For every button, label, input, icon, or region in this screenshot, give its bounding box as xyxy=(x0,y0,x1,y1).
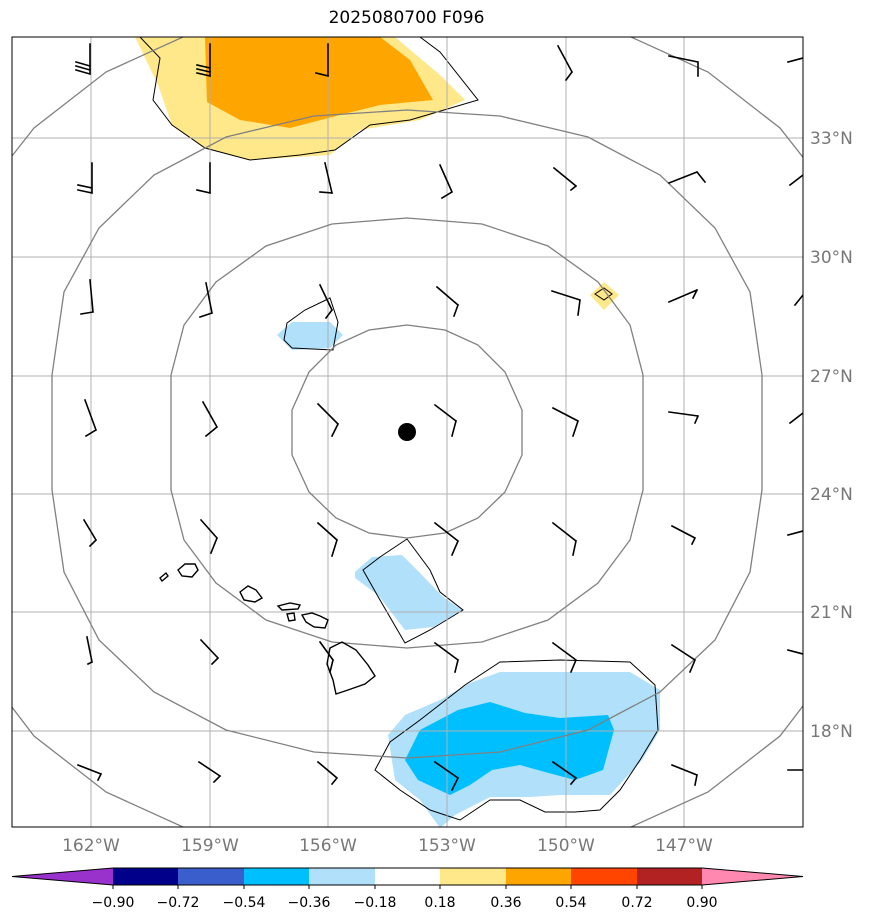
map-area xyxy=(12,37,803,827)
lon-label: 153°W xyxy=(418,836,476,856)
colorbar-tick-label: −0.72 xyxy=(157,895,200,911)
latitude-labels: 33°N 30°N 27°N 24°N 21°N 18°N xyxy=(810,129,853,742)
map-title: 2025080700 F096 xyxy=(328,8,485,28)
colorbar-swatch xyxy=(571,868,637,885)
colorbar-tick-label: −0.54 xyxy=(223,895,266,911)
island-oahu xyxy=(239,585,264,603)
colorbar: −0.90 −0.72 −0.54 −0.36 −0.18 0.18 0.36 0.54 0.7… xyxy=(11,867,804,911)
colorbar-swatch xyxy=(702,868,803,885)
colorbar-tick-label: −0.18 xyxy=(354,895,397,911)
colorbar-swatch xyxy=(309,868,375,885)
storm-center-marker xyxy=(398,423,416,441)
colorbar-tick-label: 0.72 xyxy=(621,895,652,911)
colorbar-tick-label: 0.90 xyxy=(686,895,717,911)
colorbar-tick-label: 0.18 xyxy=(424,895,455,911)
lat-label: 18°N xyxy=(810,722,853,742)
lat-label: 24°N xyxy=(810,485,853,505)
colorbar-swatch xyxy=(113,868,178,885)
colorbar-tick-label: −0.36 xyxy=(288,895,331,911)
lat-label: 30°N xyxy=(810,248,853,268)
positive-shading xyxy=(135,37,619,310)
colorbar-tick-label: 0.36 xyxy=(490,895,521,911)
colorbar-swatch xyxy=(440,868,506,885)
lat-label: 27°N xyxy=(810,367,853,387)
colorbar-tick-label: −0.90 xyxy=(92,895,135,911)
longitude-labels: 162°W 159°W 156°W 153°W 150°W 147°W xyxy=(62,836,713,856)
island-maui xyxy=(300,612,329,629)
island-molokai xyxy=(276,602,302,611)
lon-label: 159°W xyxy=(181,836,239,856)
colorbar-swatch xyxy=(506,868,571,885)
colorbar-tick-label: 0.54 xyxy=(555,895,586,911)
colorbar-swatch xyxy=(244,868,309,885)
coastlines xyxy=(159,563,376,695)
colorbar-swatch xyxy=(375,868,440,885)
lon-label: 162°W xyxy=(62,836,120,856)
island-niihau xyxy=(159,571,169,583)
contour-lines xyxy=(139,37,659,821)
island-kauai xyxy=(177,563,199,578)
island-lanai xyxy=(286,612,296,622)
lon-label: 156°W xyxy=(299,836,357,856)
lon-label: 147°W xyxy=(655,836,713,856)
lat-label: 21°N xyxy=(810,603,853,623)
negative-shading xyxy=(277,322,660,827)
island-hawaii xyxy=(326,641,376,695)
wind-barbs xyxy=(75,43,803,792)
colorbar-swatch xyxy=(178,868,244,885)
range-rings xyxy=(12,37,803,827)
colorbar-swatch xyxy=(12,868,113,885)
map-frame xyxy=(11,36,804,828)
lat-label: 33°N xyxy=(810,129,853,149)
lon-label: 150°W xyxy=(537,836,595,856)
colorbar-swatch xyxy=(637,868,702,885)
